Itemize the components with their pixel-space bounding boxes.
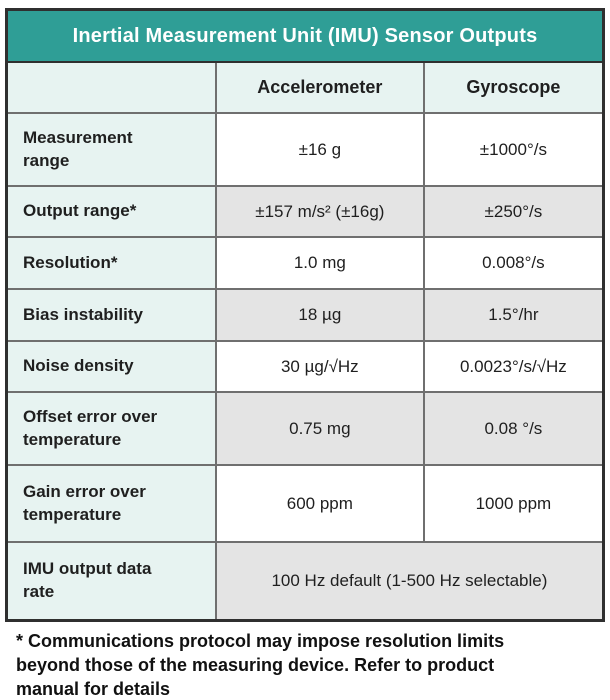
table-row-bias-instability: Bias instability 18 µg 1.5°/hr xyxy=(8,288,602,342)
row-label: Resolution* xyxy=(8,236,217,290)
accelerometer-value: 600 ppm xyxy=(214,464,425,543)
accelerometer-value: 18 µg xyxy=(214,288,425,342)
gyroscope-value: ±1000°/s xyxy=(422,112,602,187)
accelerometer-value: 0.75 mg xyxy=(214,391,425,466)
accelerometer-value: ±16 g xyxy=(214,112,425,187)
row-label: IMU output data rate xyxy=(8,541,217,619)
gyroscope-value: 1000 ppm xyxy=(422,464,602,543)
corner-cell xyxy=(8,63,217,114)
gyroscope-value: ±250°/s xyxy=(422,185,602,238)
table-row-gain-error: Gain error over temperature 600 ppm 1000… xyxy=(8,464,602,543)
table-row-output-range: Output range* ±157 m/s² (±16g) ±250°/s xyxy=(8,185,602,238)
row-label: Noise density xyxy=(8,340,217,393)
accelerometer-value: ±157 m/s² (±16g) xyxy=(214,185,425,238)
table-title-bar: Inertial Measurement Unit (IMU) Sensor O… xyxy=(8,11,602,63)
table-row-noise-density: Noise density 30 µg/√Hz 0.0023°/s/√Hz xyxy=(8,340,602,393)
header-row: Accelerometer Gyroscope xyxy=(8,63,602,114)
merged-value: 100 Hz default (1-500 Hz selectable) xyxy=(214,541,602,619)
table-row-resolution: Resolution* 1.0 mg 0.008°/s xyxy=(8,236,602,290)
gyroscope-value: 0.008°/s xyxy=(422,236,602,290)
accelerometer-value: 1.0 mg xyxy=(214,236,425,290)
footnote: * Communications protocol may impose res… xyxy=(16,631,505,699)
spec-grid: Accelerometer Gyroscope Measurement rang… xyxy=(8,63,602,619)
row-label: Offset error over temperature xyxy=(8,391,217,466)
col-header-accelerometer: Accelerometer xyxy=(214,63,425,114)
row-label: Measurement range xyxy=(8,112,217,187)
table-row-measurement-range: Measurement range ±16 g ±1000°/s xyxy=(8,112,602,187)
gyroscope-value: 0.0023°/s/√Hz xyxy=(422,340,602,393)
table-title: Inertial Measurement Unit (IMU) Sensor O… xyxy=(72,24,538,47)
row-label: Bias instability xyxy=(8,288,217,342)
row-label: Gain error over temperature xyxy=(8,464,217,543)
gyroscope-value: 1.5°/hr xyxy=(422,288,602,342)
accelerometer-value: 30 µg/√Hz xyxy=(214,340,425,393)
col-header-gyroscope: Gyroscope xyxy=(422,63,602,114)
imu-spec-table: Inertial Measurement Unit (IMU) Sensor O… xyxy=(5,8,605,622)
table-row-offset-error: Offset error over temperature 0.75 mg 0.… xyxy=(8,391,602,466)
gyroscope-value: 0.08 °/s xyxy=(422,391,602,466)
row-label: Output range* xyxy=(8,185,217,238)
table-row-imu-output-data-rate: IMU output data rate 100 Hz default (1-5… xyxy=(8,541,602,619)
